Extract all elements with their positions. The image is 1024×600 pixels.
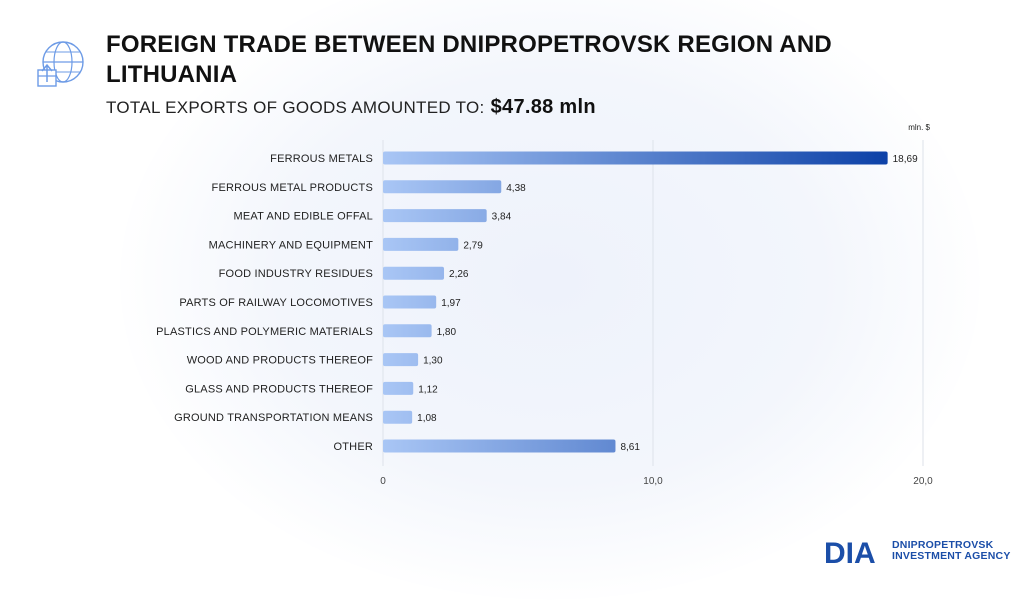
x-tick-label: 10,0 <box>643 476 663 487</box>
page-title: FOREIGN TRADE BETWEEN DNIPROPETROVSK REG… <box>106 31 832 88</box>
globe-export-icon <box>37 41 84 87</box>
bar <box>383 151 888 165</box>
category-label: MEAT AND EDIBLE OFFAL <box>234 211 374 223</box>
bar <box>383 439 616 453</box>
category-label: WOOD AND PRODUCTS THEREOF <box>187 355 373 367</box>
value-label: 1,97 <box>441 298 461 309</box>
background-glow <box>120 0 980 600</box>
bar <box>383 237 459 251</box>
bar <box>383 266 445 280</box>
value-label: 1,08 <box>417 413 437 424</box>
category-label: GROUND TRANSPORTATION MEANS <box>174 412 373 424</box>
bar <box>383 410 413 424</box>
value-label: 3,84 <box>492 212 512 223</box>
subtitle-prefix: TOTAL EXPORTS OF GOODS AMOUNTED TO: <box>106 98 485 117</box>
x-tick-label: 20,0 <box>913 476 933 487</box>
logo-line-1: DNIPROPETROVSK <box>892 539 994 551</box>
dia-logo-mark: DIA <box>824 537 876 566</box>
dia-logo: DIA DNIPROPETROVSK INVESTMENT AGENCY <box>824 534 1011 568</box>
bar <box>383 324 432 338</box>
category-label: PARTS OF RAILWAY LOCOMOTIVES <box>179 297 373 309</box>
category-label: GLASS AND PRODUCTS THEREOF <box>185 383 373 395</box>
value-label: 4,38 <box>506 183 526 194</box>
category-label: PLASTICS AND POLYMERIC MATERIALS <box>156 326 373 338</box>
category-label: FOOD INDUSTRY RESIDUES <box>219 268 373 280</box>
category-label: OTHER <box>334 441 374 453</box>
bar-chart: 0 10,0 20,0 FERROUS METALS 18,69 FERROUS META… <box>156 140 933 487</box>
unit-label: mln. $ <box>908 123 930 132</box>
page-subtitle: TOTAL EXPORTS OF GOODS AMOUNTED TO: $47.8… <box>106 96 596 119</box>
total-exports-value: $47.88 mln <box>490 96 596 118</box>
x-tick-label: 0 <box>380 476 386 487</box>
category-label: FERROUS METALS <box>270 153 373 165</box>
category-label: MACHINERY AND EQUIPMENT <box>209 239 373 251</box>
value-label: 2,79 <box>463 240 483 251</box>
bar <box>383 295 437 309</box>
logo-text: DNIPROPETROVSK INVESTMENT AGENCY <box>892 540 1011 562</box>
bar <box>383 180 502 194</box>
value-label: 1,12 <box>418 384 438 395</box>
value-label: 2,26 <box>449 269 469 280</box>
value-label: 1,80 <box>437 327 457 338</box>
value-label: 18,69 <box>893 154 918 165</box>
value-label: 1,30 <box>423 356 443 367</box>
bar <box>383 209 487 223</box>
logo-mark-text: DIA <box>824 537 876 566</box>
logo-line-2: INVESTMENT AGENCY <box>892 550 1011 562</box>
category-label: FERROUS METAL PRODUCTS <box>212 182 373 194</box>
bar <box>383 353 419 367</box>
bar <box>383 381 414 395</box>
value-label: 8,61 <box>620 442 640 453</box>
